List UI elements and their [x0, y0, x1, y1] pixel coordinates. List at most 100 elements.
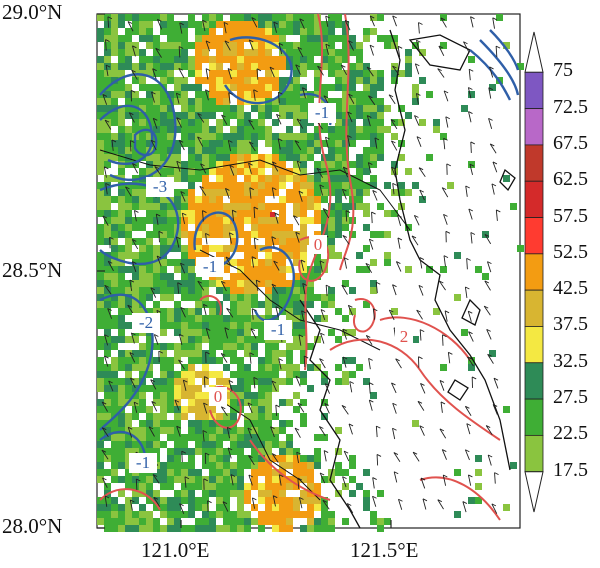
radar-cell: [335, 21, 342, 28]
radar-cell: [160, 413, 167, 420]
radar-cell: [167, 203, 174, 210]
wind-barb: [349, 381, 353, 393]
radar-cell: [342, 35, 349, 42]
radar-cell: [139, 518, 146, 525]
radar-cell: [286, 133, 293, 140]
radar-cell: [223, 133, 230, 140]
wind-barb-flag: [443, 474, 448, 478]
wind-barb-flag: [465, 449, 470, 453]
radar-cell: [111, 364, 118, 371]
radar-cell: [174, 322, 181, 329]
radar-cell: [328, 210, 335, 217]
wind-barb: [111, 139, 114, 151]
radar-cell: [216, 371, 223, 378]
radar-cell: [251, 203, 258, 210]
radar-cell: [111, 336, 118, 343]
radar-cell: [188, 525, 195, 532]
radar-cell: [279, 224, 286, 231]
radar-cell: [286, 49, 293, 56]
radar-cell: [188, 175, 195, 182]
radar-cell: [244, 455, 251, 462]
radar-cell: [321, 378, 328, 385]
radar-cell: [258, 399, 265, 406]
wind-barb-flag: [416, 93, 421, 96]
radar-cell: [195, 56, 202, 63]
wind-barb-flag: [324, 403, 329, 406]
radar-cell: [279, 476, 286, 483]
radar-cell: [125, 441, 132, 448]
red-contour-line: [352, 298, 376, 333]
wind-barb: [464, 406, 472, 416]
radar-cell: [188, 476, 195, 483]
radar-cell: [216, 483, 223, 490]
radar-cell: [111, 35, 118, 42]
radar-cell: [97, 364, 104, 371]
wind-barb-flag: [365, 262, 371, 266]
radar-cell: [223, 413, 230, 420]
radar-cell: [202, 98, 209, 105]
radar-cell: [398, 105, 405, 112]
wind-barb-flag: [273, 260, 278, 264]
wind-barb: [391, 140, 398, 151]
island-outline: [461, 298, 481, 326]
colorbar-bottom-arrow: [524, 471, 544, 513]
radar-cell: [202, 336, 209, 343]
radar-cell: [244, 434, 251, 441]
radar-cell: [202, 119, 209, 126]
radar-cell: [160, 21, 167, 28]
wind-barb-flag: [398, 498, 403, 502]
radar-cell: [335, 210, 342, 217]
wind-barb: [107, 16, 110, 28]
radar-cell: [188, 168, 195, 175]
wind-barb-flag: [390, 119, 396, 122]
radar-cell: [272, 434, 279, 441]
wind-barb-flag: [152, 68, 157, 72]
radar-cell: [97, 462, 104, 469]
wind-barb-flag: [470, 232, 476, 235]
radar-cell: [139, 350, 146, 357]
radar-cell: [384, 252, 391, 259]
radar-cell: [300, 196, 307, 203]
radar-cell: [307, 483, 314, 490]
wind-barb-flag: [278, 42, 284, 46]
radar-cell: [258, 154, 265, 161]
radar-cell: [216, 469, 223, 476]
radar-cell: [139, 259, 146, 266]
wind-barb-flag: [224, 327, 230, 331]
wind-barb-flag: [228, 139, 233, 143]
wind-barb-flag: [181, 450, 186, 454]
radar-cell: [153, 525, 160, 532]
radar-cell: [286, 497, 293, 504]
radar-cell: [286, 63, 293, 70]
radar-cell: [279, 280, 286, 287]
radar-cell: [167, 427, 174, 434]
wind-barb-flag: [297, 160, 302, 164]
radar-cell: [153, 280, 160, 287]
wind-barb-flag: [443, 90, 449, 94]
wind-barb-flag: [202, 210, 207, 213]
radar-cell: [237, 112, 244, 119]
radar-cell: [118, 301, 125, 308]
wind-barb: [322, 208, 330, 219]
radar-cell: [223, 448, 230, 455]
radar-cell: [209, 126, 216, 133]
radar-cell: [244, 140, 251, 147]
wind-barb: [105, 183, 108, 195]
radar-cell: [216, 308, 223, 315]
radar-cell: [132, 476, 139, 483]
wind-barb: [247, 427, 253, 439]
radar-cell: [195, 322, 202, 329]
radar-cell: [160, 385, 167, 392]
radar-cell: [293, 147, 300, 154]
wind-barb: [177, 282, 180, 294]
radar-cell: [335, 378, 342, 385]
radar-cell: [349, 126, 356, 133]
wind-barb-flag: [178, 67, 183, 71]
radar-cell: [258, 98, 265, 105]
radar-cell: [314, 182, 321, 189]
radar-cell: [314, 133, 321, 140]
radar-cell: [125, 371, 132, 378]
wind-barb: [199, 186, 207, 196]
wind-barb: [369, 15, 375, 27]
radar-cell: [97, 336, 104, 343]
